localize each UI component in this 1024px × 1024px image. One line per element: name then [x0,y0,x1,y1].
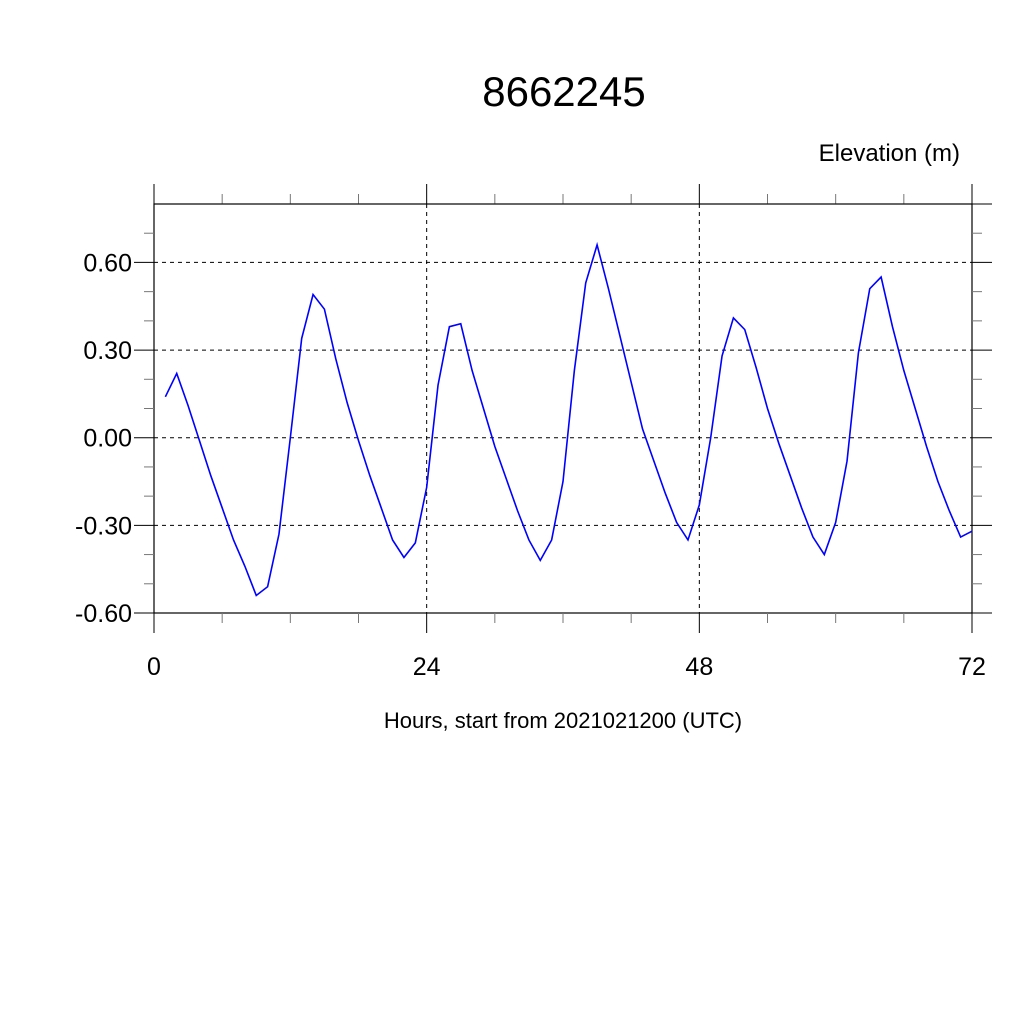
series-line [164,241,973,597]
x-tick-label: 48 [685,653,713,681]
x-axis-label: Hours, start from 2021021200 (UTC) [383,708,743,733]
x-tick-label: 72 [958,653,986,681]
x-tick-label: 0 [147,653,161,681]
y-axis-label: Elevation (m) [818,140,960,167]
chart-title: 8662245 [482,68,646,115]
y-tick-label: 0.00 [83,425,132,453]
y-tick-label: -0.60 [75,600,132,628]
y-tick-label: 0.30 [83,337,132,365]
y-tick-label: 0.60 [83,249,132,277]
y-tick-label: -0.30 [75,512,132,540]
plot-frame [153,203,973,614]
x-tick-label: 24 [413,653,441,681]
